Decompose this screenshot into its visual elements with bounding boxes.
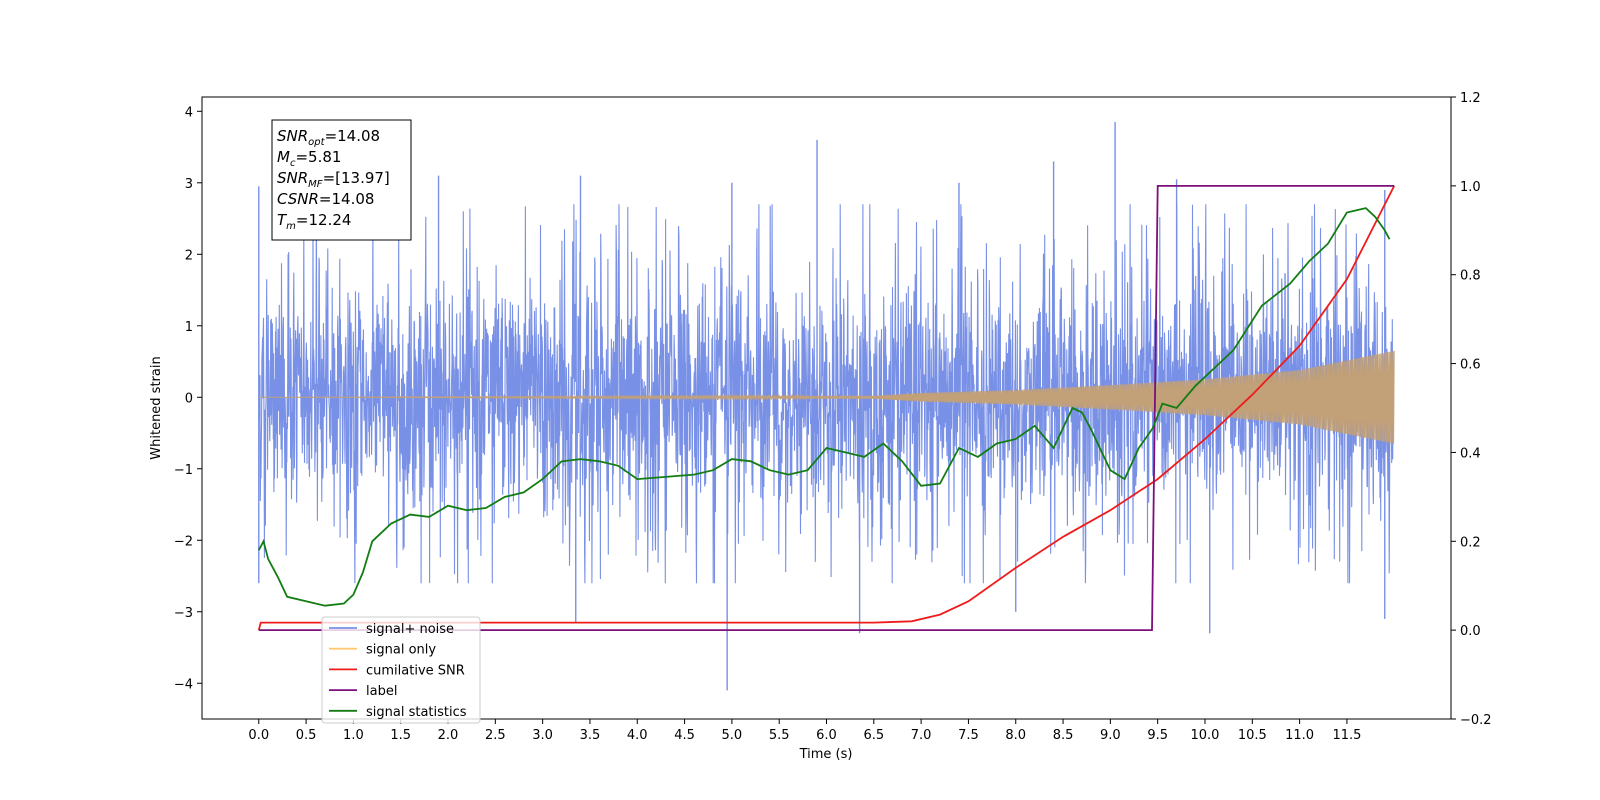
annotation-line: Tm=12.24 <box>277 211 351 232</box>
y2-tick-label: −0.2 <box>1460 713 1492 728</box>
x-tick-label: 4.5 <box>674 728 695 743</box>
y-axis-label: Whitened strain <box>149 356 164 459</box>
x-tick-label: 11.0 <box>1285 728 1314 743</box>
series-line <box>257 185 1396 631</box>
x-tick-label: 0.5 <box>296 728 317 743</box>
series-signal-only <box>258 350 1395 444</box>
annotation-line: Mc=5.81 <box>277 148 341 169</box>
series-line <box>258 207 1391 607</box>
y-tick-label: −3 <box>174 606 193 621</box>
y-tick-label: 2 <box>185 248 193 263</box>
x-tick-label: 9.0 <box>1100 728 1121 743</box>
x-tick-label: 6.0 <box>816 728 837 743</box>
x-tick-label: 11.5 <box>1332 728 1361 743</box>
y-tick-label: 1 <box>185 320 193 335</box>
x-tick-label: 3.5 <box>580 728 601 743</box>
annotation-box: SNRopt=14.08Mc=5.81SNRMF=[13.97]CSNR=14.… <box>271 119 412 241</box>
annotation-line: CSNR=14.08 <box>277 190 374 208</box>
x-tick-label: 7.5 <box>958 728 979 743</box>
x-tick-label: 7.0 <box>911 728 932 743</box>
x-tick-label: 0.0 <box>248 728 269 743</box>
x-tick-label: 2.0 <box>438 728 459 743</box>
y2-tick-label: 0.6 <box>1460 358 1481 373</box>
x-axis-label: Time (s) <box>799 747 853 762</box>
y-axis-right: −0.2 0.0 0.2 0.4 0.6 0.8 1.0 1.2 <box>1451 91 1492 728</box>
chirp-trace <box>258 350 1395 444</box>
x-tick-label: 9.5 <box>1147 728 1168 743</box>
y2-tick-label: 0.4 <box>1460 446 1481 461</box>
y-tick-label: −4 <box>174 677 193 692</box>
x-tick-label: 1.0 <box>343 728 364 743</box>
y2-tick-label: 1.0 <box>1460 180 1481 195</box>
legend-label: signal statistics <box>366 705 467 720</box>
series-line <box>258 185 1395 631</box>
legend-label: signal only <box>366 643 436 658</box>
series-label <box>258 185 1395 631</box>
x-tick-label: 2.5 <box>485 728 506 743</box>
series-signal-statistics <box>258 207 1391 607</box>
y-axis-left: −4 −3 −2 −1 0 1 2 3 4 <box>174 105 202 692</box>
x-tick-label: 8.0 <box>1005 728 1026 743</box>
x-tick-label: 10.0 <box>1191 728 1220 743</box>
series-signal-noise <box>258 122 1394 691</box>
legend-label: label <box>366 684 397 699</box>
x-tick-label: 1.5 <box>390 728 411 743</box>
x-tick-label: 8.5 <box>1053 728 1074 743</box>
x-tick-label: 5.5 <box>769 728 790 743</box>
y-tick-label: 0 <box>185 391 193 406</box>
y-tick-label: −1 <box>174 463 193 478</box>
legend-label: signal+ noise <box>366 622 454 637</box>
x-axis: 0.0 0.5 1.0 1.5 2.0 2.5 3.0 3.5 4.0 4.5 5.0 5.5 6.0 6… <box>248 719 1361 743</box>
noise-trace <box>258 204 1394 584</box>
y-tick-label: −2 <box>174 534 193 549</box>
series-cumilative-snr <box>257 185 1396 631</box>
y2-tick-label: 1.2 <box>1460 91 1481 106</box>
y2-tick-label: 0.8 <box>1460 269 1481 284</box>
legend: signal+ noise signal only cumilative SNR la… <box>321 616 481 724</box>
x-tick-label: 6.5 <box>863 728 884 743</box>
x-tick-label: 3.0 <box>532 728 553 743</box>
annotation-line: SNRMF=[13.97] <box>277 169 390 190</box>
y2-tick-label: 0.0 <box>1460 624 1481 639</box>
x-tick-label: 10.5 <box>1238 728 1267 743</box>
legend-frame <box>321 616 481 724</box>
legend-label: cumilative SNR <box>366 663 465 678</box>
annotation-frame <box>271 119 412 241</box>
y-tick-label: 3 <box>185 177 193 192</box>
plot-area <box>257 122 1396 691</box>
annotation-line: SNRopt=14.08 <box>277 127 380 148</box>
y2-tick-label: 0.2 <box>1460 535 1481 550</box>
y-tick-label: 4 <box>185 105 193 120</box>
x-tick-label: 5.0 <box>722 728 743 743</box>
x-tick-label: 4.0 <box>627 728 648 743</box>
